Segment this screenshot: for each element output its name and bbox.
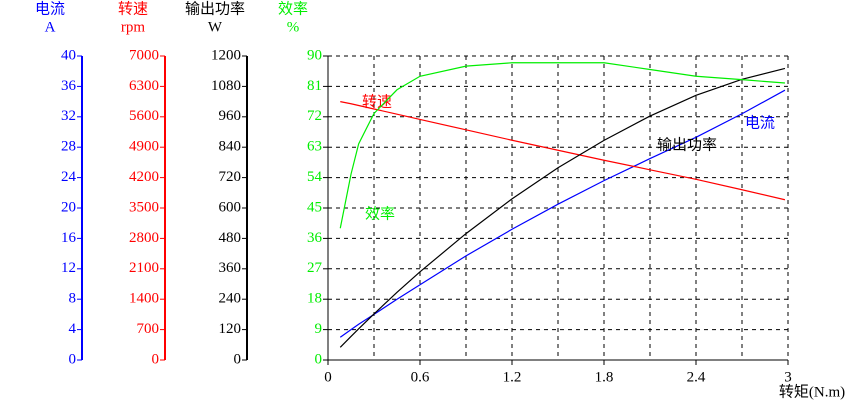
x-tick-label: 3 <box>784 369 792 385</box>
y-tick-label: 36 <box>307 230 323 246</box>
y-tick-label: 28 <box>61 139 76 155</box>
y-tick-label: 480 <box>219 230 242 246</box>
y-axis-unit: W <box>208 19 223 35</box>
series-label: 输出功率 <box>657 136 717 153</box>
y-tick-label: 9 <box>315 321 323 337</box>
y-tick-label: 36 <box>61 78 77 94</box>
y-tick-label: 7000 <box>129 47 159 63</box>
y-axis-title: 转速 <box>118 0 148 17</box>
y-tick-label: 0 <box>69 351 77 367</box>
y-tick-label: 960 <box>219 108 242 124</box>
y-tick-label: 18 <box>307 291 322 307</box>
x-tick-label: 0 <box>324 369 332 385</box>
y-tick-label: 2800 <box>129 230 159 246</box>
y-tick-label: 20 <box>61 199 76 215</box>
y-tick-label: 12 <box>61 260 76 276</box>
y-tick-label: 3500 <box>129 199 159 215</box>
y-tick-label: 1400 <box>129 291 159 307</box>
series-label: 转速 <box>362 93 392 110</box>
y-tick-label: 27 <box>307 260 323 276</box>
y-tick-label: 54 <box>307 169 323 185</box>
y-axis-unit: rpm <box>121 19 145 35</box>
y-tick-label: 63 <box>307 139 322 155</box>
series-line <box>339 62 785 229</box>
y-tick-label: 2100 <box>129 260 159 276</box>
y-tick-label: 700 <box>137 321 160 337</box>
y-tick-label: 40 <box>61 47 76 63</box>
x-tick-label: 2.4 <box>687 369 706 385</box>
y-axis-title: 输出功率 <box>185 0 245 17</box>
series-line <box>339 89 786 338</box>
y-tick-label: 1080 <box>211 78 241 94</box>
y-tick-label: 45 <box>307 199 322 215</box>
y-tick-label: 8 <box>69 291 77 307</box>
y-tick-label: 24 <box>61 169 77 185</box>
x-tick-label: 0.6 <box>411 369 430 385</box>
x-axis-label: 转矩(N.m) <box>779 383 845 400</box>
y-tick-label: 0 <box>315 351 323 367</box>
y-tick-label: 5600 <box>129 108 159 124</box>
y-tick-label: 90 <box>307 47 322 63</box>
series-line <box>340 101 786 201</box>
y-tick-label: 4900 <box>129 139 159 155</box>
y-tick-label: 4200 <box>129 169 159 185</box>
y-tick-label: 240 <box>219 291 242 307</box>
series-line <box>339 67 786 348</box>
y-tick-label: 600 <box>219 199 242 215</box>
y-tick-label: 32 <box>61 108 76 124</box>
x-tick-label: 1.2 <box>503 369 522 385</box>
y-axis-unit: % <box>287 19 300 35</box>
x-tick-label: 1.8 <box>595 369 614 385</box>
series-label: 电流 <box>745 114 775 131</box>
y-tick-label: 72 <box>307 108 322 124</box>
y-tick-label: 720 <box>219 169 242 185</box>
y-tick-label: 0 <box>234 351 242 367</box>
y-axis-title: 效率 <box>278 0 308 17</box>
y-tick-label: 0 <box>152 351 160 367</box>
y-tick-label: 120 <box>219 321 242 337</box>
y-axis-unit: A <box>45 19 56 35</box>
y-tick-label: 4 <box>69 321 77 337</box>
y-tick-label: 1200 <box>211 47 241 63</box>
y-tick-label: 360 <box>219 260 242 276</box>
series-label: 效率 <box>365 205 395 222</box>
y-tick-label: 16 <box>61 230 77 246</box>
y-tick-label: 81 <box>307 78 322 94</box>
y-tick-label: 840 <box>219 139 242 155</box>
y-tick-label: 6300 <box>129 78 159 94</box>
y-axis-title: 电流 <box>35 0 65 17</box>
